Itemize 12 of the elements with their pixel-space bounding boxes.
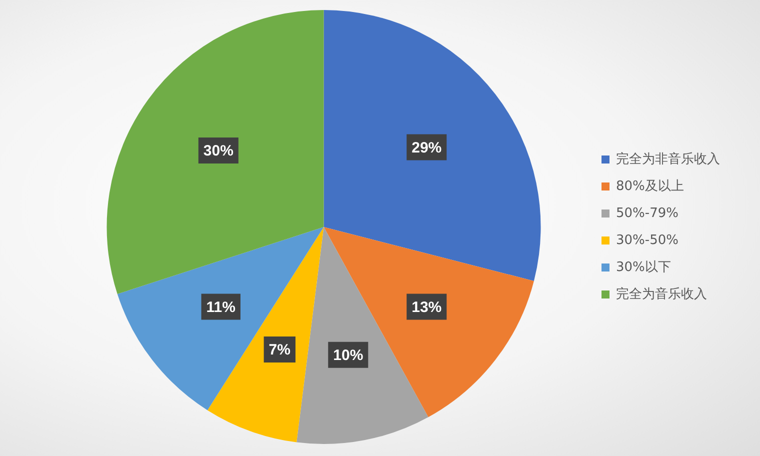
data-label: 10%	[333, 347, 364, 364]
data-label: 30%	[203, 142, 234, 160]
legend-label: 80%及以上	[616, 178, 684, 194]
legend-label: 30%-50%	[616, 232, 678, 248]
legend-label: 30%以下	[616, 260, 671, 275]
data-label: 13%	[412, 298, 442, 316]
legend-label: 50%-79%	[616, 206, 678, 221]
data-label: 7%	[268, 342, 290, 359]
data-label: 11%	[206, 298, 236, 316]
legend-label: 完全为非音乐收入	[616, 150, 720, 167]
data-label: 29%	[412, 139, 442, 156]
legend-label: 完全为音乐收入	[616, 286, 707, 302]
